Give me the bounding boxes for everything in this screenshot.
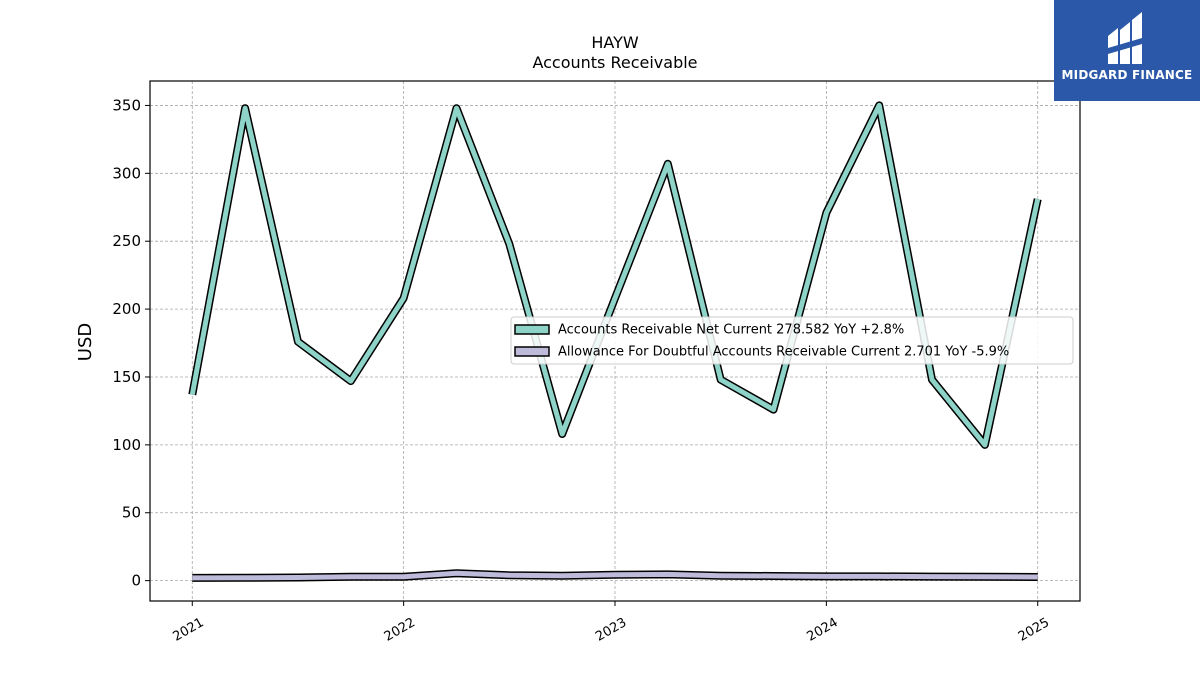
x-tick-label: 2022	[382, 615, 418, 645]
brand-logo: MIDGARD FINANCE	[1054, 0, 1200, 101]
legend-swatch	[514, 346, 550, 357]
y-tick-label: 200	[112, 300, 141, 318]
series-line	[189, 102, 1041, 448]
y-tick-label: 350	[112, 96, 141, 114]
legend[interactable]: Accounts Receivable Net Current 278.582 …	[510, 316, 1074, 365]
midgard-logo-icon	[1108, 12, 1142, 64]
y-axis: 0 50 100 150 200 250 300 350	[112, 96, 150, 590]
y-tick-label: 300	[112, 164, 141, 182]
chart-subtitle: Accounts Receivable	[532, 53, 697, 72]
series-line	[192, 570, 1038, 581]
x-tick-label: 2025	[1016, 615, 1052, 645]
logo-text: MIDGARD FINANCE	[1061, 68, 1193, 82]
y-axis-label: USD	[75, 323, 96, 361]
y-tick-label: 50	[122, 504, 141, 522]
x-tick-label: 2024	[805, 615, 841, 645]
chart-title: HAYW	[591, 33, 639, 52]
y-tick-label: 0	[131, 572, 141, 590]
series-2	[192, 569, 1038, 582]
legend-box	[510, 316, 1074, 365]
legend-entry: Accounts Receivable Net Current 278.582 …	[558, 323, 904, 338]
x-axis: 2021 2022 2023 2024 2025	[170, 601, 1052, 645]
x-tick-label: 2023	[593, 615, 629, 645]
y-tick-label: 100	[112, 436, 141, 454]
x-tick-label: 2021	[170, 615, 206, 645]
legend-swatch	[514, 324, 550, 335]
y-tick-label: 150	[112, 368, 141, 386]
y-tick-label: 250	[112, 232, 141, 250]
series-1	[188, 101, 1042, 449]
series-layer	[188, 101, 1042, 582]
legend-entry: Allowance For Doubtful Accounts Receivab…	[558, 345, 1009, 360]
